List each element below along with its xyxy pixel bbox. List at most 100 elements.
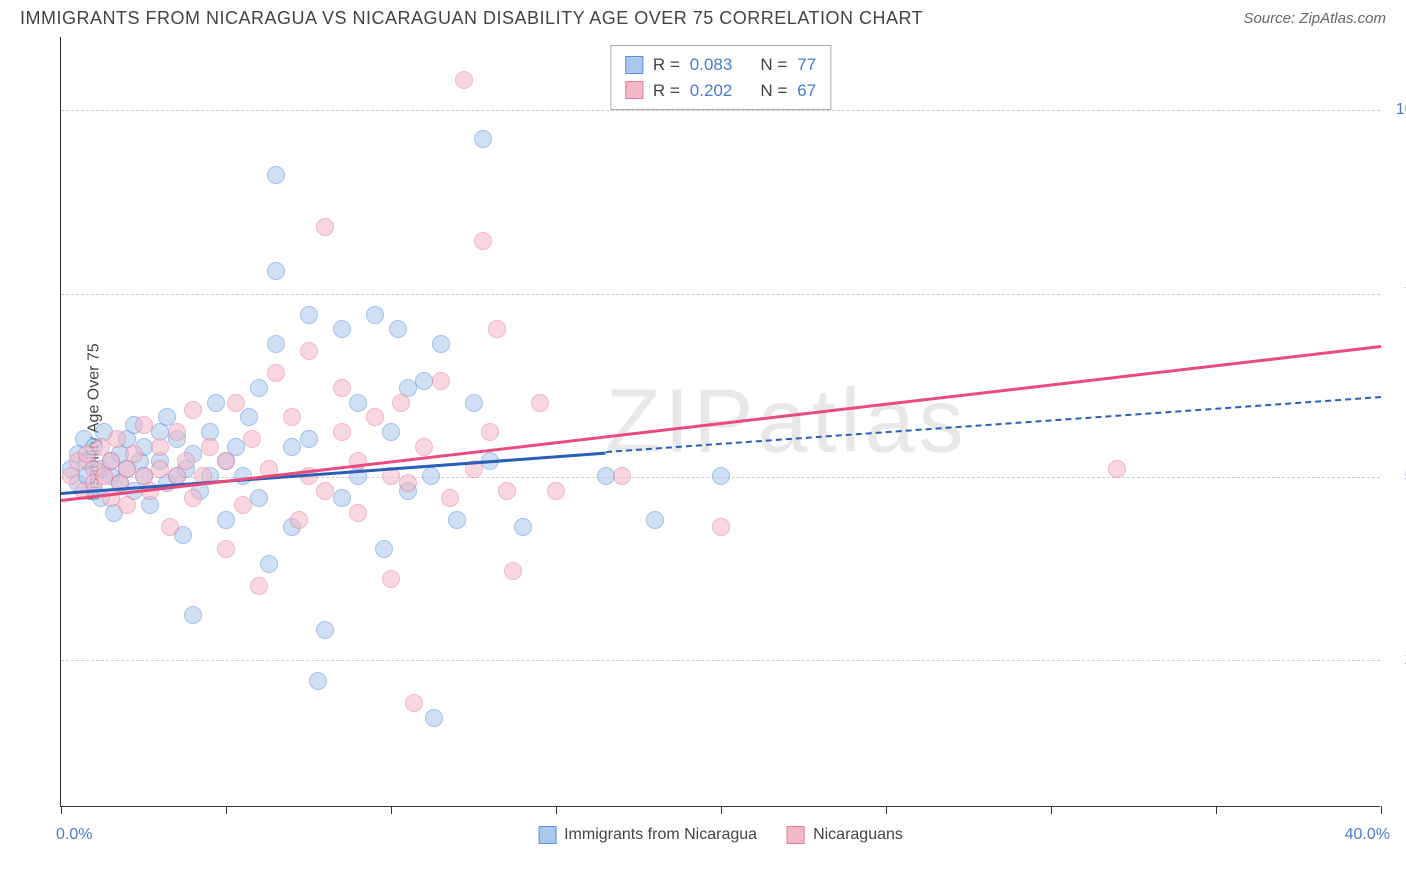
scatter-point [531, 394, 549, 412]
scatter-point [646, 511, 664, 529]
scatter-point [267, 262, 285, 280]
scatter-point [333, 320, 351, 338]
scatter-point [392, 394, 410, 412]
legend-label: Immigrants from Nicaragua [564, 826, 757, 844]
scatter-point [455, 71, 473, 89]
scatter-point [309, 672, 327, 690]
scatter-chart: ZIPatlas Disability Age Over 75 25.0%50.… [60, 37, 1380, 807]
watermark: ZIPatlas [605, 370, 967, 473]
scatter-point [250, 577, 268, 595]
y-tick-label: 75.0% [1390, 285, 1406, 303]
scatter-point [316, 482, 334, 500]
scatter-point [217, 540, 235, 558]
legend-item-nicaraguans: Nicaraguans [787, 826, 903, 844]
grid-line [61, 110, 1380, 111]
legend-item-immigrants: Immigrants from Nicaragua [538, 826, 757, 844]
scatter-point [267, 364, 285, 382]
scatter-point [474, 232, 492, 250]
legend-row-series-2: R = 0.202 N = 67 [625, 78, 816, 104]
scatter-point [118, 496, 136, 514]
scatter-point [488, 320, 506, 338]
scatter-point [425, 709, 443, 727]
chart-header: IMMIGRANTS FROM NICARAGUA VS NICARAGUAN … [0, 0, 1406, 33]
scatter-point [1108, 460, 1126, 478]
legend-swatch-pink [625, 81, 643, 99]
scatter-point [184, 489, 202, 507]
scatter-point [217, 511, 235, 529]
scatter-point [333, 489, 351, 507]
x-tick [1051, 806, 1052, 814]
scatter-point [366, 306, 384, 324]
r-value-1: 0.083 [690, 52, 733, 78]
scatter-point [422, 467, 440, 485]
scatter-point [375, 540, 393, 558]
chart-source: Source: ZipAtlas.com [1243, 10, 1386, 27]
scatter-point [316, 621, 334, 639]
scatter-point [441, 489, 459, 507]
correlation-legend: R = 0.083 N = 77 R = 0.202 N = 67 [610, 45, 831, 110]
x-axis-max-label: 40.0% [1345, 826, 1390, 844]
scatter-point [161, 518, 179, 536]
scatter-point [415, 438, 433, 456]
scatter-point [151, 438, 169, 456]
scatter-point [151, 460, 169, 478]
trend-line [605, 396, 1381, 453]
scatter-point [389, 320, 407, 338]
y-tick-label: 50.0% [1390, 468, 1406, 486]
scatter-point [382, 570, 400, 588]
x-axis-min-label: 0.0% [56, 826, 92, 844]
scatter-point [300, 342, 318, 360]
scatter-point [135, 416, 153, 434]
scatter-point [227, 394, 245, 412]
legend-swatch-blue [538, 826, 556, 844]
scatter-point [415, 372, 433, 390]
grid-line [61, 294, 1380, 295]
scatter-point [597, 467, 615, 485]
scatter-point [300, 306, 318, 324]
scatter-point [300, 430, 318, 448]
scatter-point [243, 430, 261, 448]
scatter-point [333, 423, 351, 441]
legend-swatch-pink [787, 826, 805, 844]
n-value-1: 77 [797, 52, 816, 78]
scatter-point [168, 423, 186, 441]
scatter-point [405, 694, 423, 712]
scatter-point [207, 394, 225, 412]
scatter-point [382, 423, 400, 441]
scatter-point [250, 489, 268, 507]
scatter-point [283, 408, 301, 426]
scatter-point [432, 335, 450, 353]
scatter-point [102, 452, 120, 470]
scatter-point [240, 408, 258, 426]
scatter-point [504, 562, 522, 580]
y-tick-label: 25.0% [1390, 651, 1406, 669]
n-label: N = [760, 52, 787, 78]
scatter-point [498, 482, 516, 500]
scatter-point [184, 401, 202, 419]
scatter-point [514, 518, 532, 536]
legend-row-series-1: R = 0.083 N = 77 [625, 52, 816, 78]
r-label: R = [653, 52, 680, 78]
scatter-point [349, 504, 367, 522]
x-tick [391, 806, 392, 814]
scatter-point [474, 130, 492, 148]
scatter-point [712, 467, 730, 485]
scatter-point [290, 511, 308, 529]
scatter-point [234, 496, 252, 514]
scatter-point [260, 555, 278, 573]
x-tick [556, 806, 557, 814]
scatter-point [481, 423, 499, 441]
scatter-point [333, 379, 351, 397]
scatter-point [283, 438, 301, 456]
scatter-point [349, 452, 367, 470]
scatter-point [267, 166, 285, 184]
r-label: R = [653, 78, 680, 104]
x-tick [1381, 806, 1382, 814]
scatter-point [613, 467, 631, 485]
scatter-point [201, 438, 219, 456]
scatter-point [108, 430, 126, 448]
legend-label: Nicaraguans [813, 826, 903, 844]
n-label: N = [760, 78, 787, 104]
x-tick [1216, 806, 1217, 814]
scatter-point [217, 452, 235, 470]
